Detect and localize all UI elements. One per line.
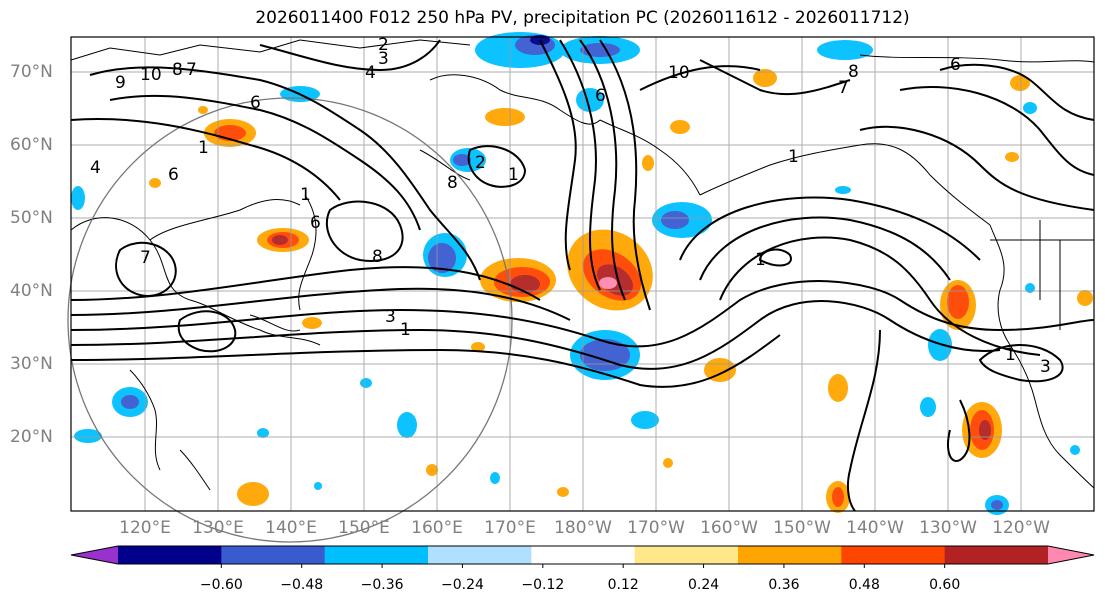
- contour-label: 1: [400, 320, 411, 340]
- colorbar-segment: [428, 546, 532, 564]
- pv-contours: [70, 39, 1095, 512]
- positive-precip: [149, 69, 1093, 513]
- contour-label: 8: [372, 247, 383, 267]
- chart-title: 2026011400 F012 250 hPa PV, precipitatio…: [255, 8, 910, 28]
- colorbar-segment: [841, 546, 946, 564]
- contour-label: 10: [668, 63, 690, 83]
- lon-label-160e: 160°E: [411, 518, 463, 538]
- lon-label-150w: 150°W: [773, 518, 831, 538]
- colorbar-tick-label: 0.24: [687, 577, 720, 593]
- lon-label-180w: 180°W: [554, 518, 612, 538]
- lon-label-170w: 170°W: [627, 518, 685, 538]
- contour-label: 6: [595, 86, 606, 106]
- lon-label-130w: 130°W: [919, 518, 977, 538]
- contour-label: 8: [848, 62, 859, 82]
- colorbar-segment: [634, 546, 739, 564]
- contour-label: 6: [950, 55, 961, 75]
- contour-label: 6: [310, 213, 321, 233]
- contour-label: 7: [838, 78, 849, 98]
- lon-label-140w: 140°W: [846, 518, 904, 538]
- colorbar-tick-label: −0.60: [199, 577, 243, 593]
- lon-label-120e: 120°E: [119, 518, 171, 538]
- colorbar-tick-label: 0.48: [848, 577, 880, 593]
- contour-labels: 2 3 4 10 9 8 7 6 1 4 6 7 8 6 1 1 8 2 6 1…: [90, 35, 1051, 377]
- contour-label: 3: [1040, 357, 1051, 377]
- colorbar-tick-label: −0.48: [280, 577, 324, 593]
- contour-label: 3: [378, 49, 389, 69]
- lon-label-130e: 130°E: [192, 518, 244, 538]
- lat-label-60: 60°N: [10, 135, 53, 155]
- colorbar-extend-min: [71, 546, 118, 564]
- lon-label-160w: 160°W: [700, 518, 758, 538]
- colorbar-segment: [221, 546, 326, 564]
- colorbar-segment: [738, 546, 842, 564]
- colorbar-segment: [531, 546, 636, 564]
- contour-label: 1: [1005, 345, 1016, 365]
- colorbar-tick-label: 0.12: [607, 577, 639, 593]
- lon-label-150e: 150°E: [338, 518, 390, 538]
- map-frame: [70, 36, 1095, 512]
- colorbar-segment: [118, 546, 222, 564]
- contour-label: 2: [378, 35, 389, 55]
- contour-label: 1: [788, 147, 799, 167]
- contour-label: 6: [168, 165, 179, 185]
- range-circle: [67, 97, 513, 543]
- contour-label: 1: [300, 185, 311, 205]
- contour-label: 1: [755, 250, 766, 270]
- contour-label: 8: [172, 60, 183, 80]
- colorbar-tick-label: −0.12: [521, 577, 565, 593]
- colorbar-segment: [944, 546, 1049, 564]
- lat-label-30: 30°N: [10, 354, 53, 374]
- contour-label: 3: [385, 307, 396, 327]
- contour-label: 8: [447, 173, 458, 193]
- lat-label-50: 50°N: [10, 208, 53, 228]
- lon-label-120w: 120°W: [992, 518, 1050, 538]
- lat-label-20: 20°N: [10, 427, 53, 447]
- colorbar-tick-label: 0.36: [768, 577, 800, 593]
- contour-label: 10: [140, 65, 162, 85]
- contour-label: 1: [198, 138, 209, 158]
- colorbar-segment: [324, 546, 429, 564]
- lon-label-170e: 170°E: [484, 518, 536, 538]
- colorbar: [70, 545, 1095, 568]
- contour-label: 7: [140, 248, 151, 268]
- contour-label: 6: [250, 93, 261, 113]
- colorbar-tick-label: 0.60: [929, 577, 961, 593]
- contour-label: 4: [365, 63, 376, 83]
- colorbar-extend-max: [1048, 546, 1094, 564]
- lon-label-140e: 140°E: [265, 518, 317, 538]
- contour-label: 2: [475, 153, 486, 173]
- colorbar-tick-label: −0.36: [360, 577, 404, 593]
- colorbar-tick-label: −0.24: [440, 577, 484, 593]
- colorbar-outline: [70, 545, 1095, 565]
- lat-label-40: 40°N: [10, 281, 53, 301]
- contour-label: 1: [508, 165, 519, 185]
- contour-label: 9: [115, 73, 126, 93]
- graticule: [71, 37, 1094, 511]
- contour-label: 4: [90, 158, 101, 178]
- contour-label: 7: [186, 60, 197, 80]
- lat-label-70: 70°N: [10, 62, 53, 82]
